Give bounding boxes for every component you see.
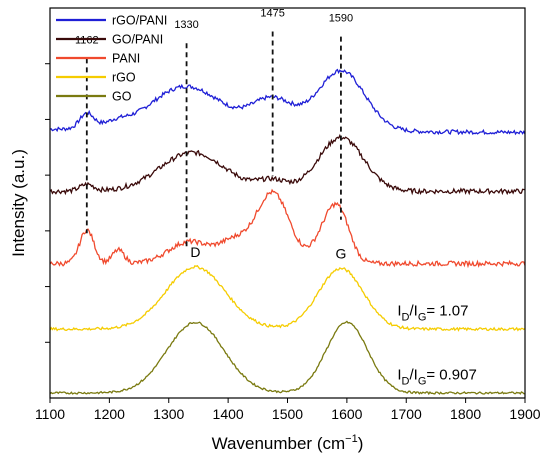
x-tick-label-1500: 1500 — [272, 406, 303, 422]
x-tick-label-1800: 1800 — [450, 406, 481, 422]
legend-label-rgo-pani: rGO/PANI — [112, 14, 167, 28]
ratio-annotation-rgo: ID/IG= 1.07 — [397, 303, 468, 324]
legend-label-rgo: rGO — [112, 71, 136, 85]
x-tick-label-1400: 1400 — [213, 406, 244, 422]
legend-label-go: GO — [112, 90, 132, 104]
x-tick-label-1300: 1300 — [153, 406, 184, 422]
band-label-g: G — [335, 245, 346, 261]
plot-frame — [49, 7, 526, 399]
legend-label-go-pani: GO/PANI — [112, 33, 163, 47]
band-label-d: D — [190, 244, 200, 260]
x-axis-label: Wavenumber (cm−1) — [212, 433, 364, 453]
peak-markers: 1162 1330 1475 1590 — [75, 7, 353, 247]
x-tick-label-1100: 1100 — [35, 406, 65, 422]
x-tick-label-1200: 1200 — [94, 406, 125, 422]
series-line-rgo — [49, 264, 526, 332]
peak-marker-label-1330: 1330 — [174, 19, 198, 31]
legend-label-pani: PANI — [112, 52, 140, 66]
series-line-go — [49, 320, 526, 396]
y-axis-label: Intensity (a.u.) — [9, 149, 28, 257]
x-tick-label-1900: 1900 — [509, 406, 540, 422]
peak-marker-label-1475: 1475 — [260, 7, 284, 19]
annotations: D G ID/IG= 1.07 ID/IG= 0.907 — [190, 244, 476, 388]
legend: rGO/PANI GO/PANI PANI rGO GO — [56, 14, 167, 104]
series-line-pani — [49, 188, 526, 269]
series-lines — [49, 68, 526, 396]
peak-marker-label-1590: 1590 — [329, 12, 353, 24]
series-line-go-pani — [49, 133, 526, 196]
ratio-annotation-go: ID/IG= 0.907 — [397, 367, 477, 388]
series-line-rgo-pani — [49, 68, 526, 136]
peak-marker-label-1162: 1162 — [75, 34, 99, 46]
x-axis: 1100 1200 1300 1400 1500 1600 1700 1800 1900 — [35, 63, 541, 422]
x-tick-label-1700: 1700 — [391, 406, 422, 422]
x-tick-label-1600: 1600 — [331, 406, 362, 422]
